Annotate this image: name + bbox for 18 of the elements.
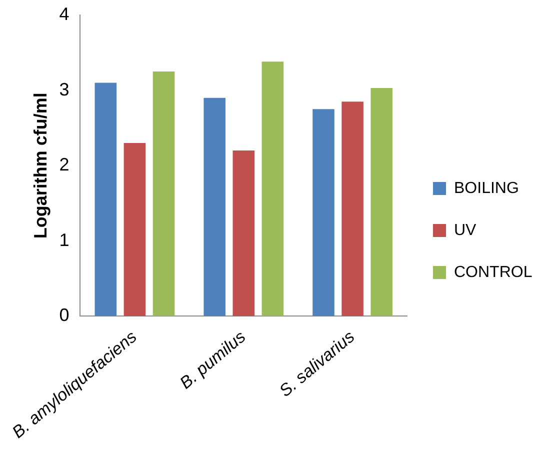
legend-label: BOILING	[454, 180, 519, 197]
bar	[262, 62, 284, 316]
bar	[152, 71, 175, 316]
y-tick-label: 4	[59, 4, 70, 24]
y-tick-label: 0	[59, 305, 70, 326]
y-tick-label: 3	[59, 79, 70, 100]
legend-label: UV	[454, 222, 477, 239]
legend-label: CONTROL	[454, 264, 532, 281]
y-axis-title: Logarithm cfu/ml	[30, 92, 50, 239]
bar	[232, 150, 255, 316]
bar	[204, 98, 226, 316]
bar	[94, 82, 117, 316]
y-tick-label: 1	[59, 230, 70, 250]
bar	[124, 142, 146, 316]
bar	[312, 109, 334, 316]
bar	[342, 102, 364, 316]
bar	[370, 88, 392, 316]
y-tick-label: 2	[59, 154, 70, 175]
